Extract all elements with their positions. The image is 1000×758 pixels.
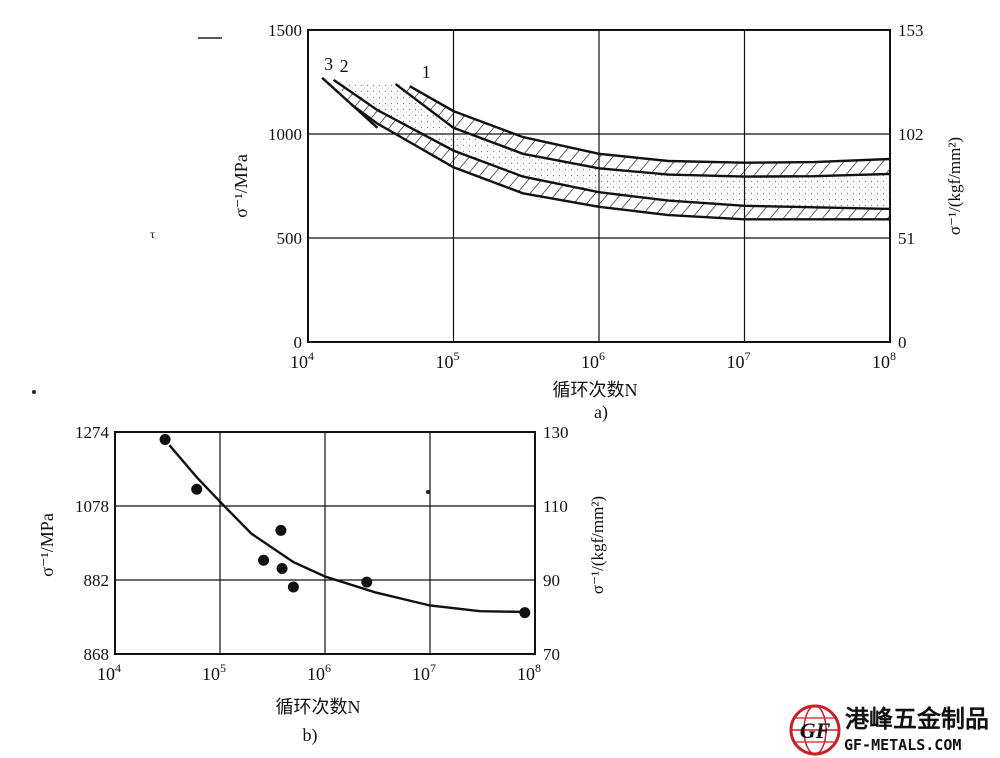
chart-b-data-point xyxy=(159,433,171,445)
gf-brand-name: 港峰五金制品 xyxy=(845,705,989,733)
chart-b-y-axis-label-right: σ⁻¹/(kgf/mm²) xyxy=(588,496,607,594)
chart-a-y-tick-label-right: 0 xyxy=(898,333,907,352)
chart-a-y-axis-label-right: σ⁻¹/(kgf/mm²) xyxy=(945,137,964,235)
chart-a-y-tick-label-right: 102 xyxy=(898,125,924,144)
chart-b-frame xyxy=(114,431,536,655)
chart-a-y-tick-label-right: 153 xyxy=(898,21,924,40)
chart-b-x-tick-label: 108 xyxy=(517,661,541,684)
gf-brand-url: GF-METALS.COM xyxy=(844,736,961,754)
chart-b-x-tick-label: 105 xyxy=(202,661,226,684)
chart-b-caption: b) xyxy=(303,725,318,746)
chart-a-curve-1-upper xyxy=(409,85,891,164)
chart-b-data-point xyxy=(258,554,270,566)
scan-mark-dot xyxy=(426,490,430,494)
chart-a-curve-2-lower xyxy=(351,103,890,221)
chart-b-data-point xyxy=(519,607,531,619)
chart-b-y-tick-label-left: 868 xyxy=(84,645,110,664)
chart-a-x-tick-label: 108 xyxy=(872,349,896,372)
chart-a-frame xyxy=(307,29,891,343)
chart-b-grid xyxy=(115,432,535,654)
chart-b-y-tick-label-left: 1274 xyxy=(75,423,110,442)
chart-b-fit-curve xyxy=(168,444,525,614)
chart-a-y-tick-label-left: 1500 xyxy=(268,21,302,40)
chart-a-curve-3 xyxy=(321,76,379,129)
chart-a-x-tick-label: 107 xyxy=(727,349,751,372)
chart-a-curves: 1 23 xyxy=(321,54,891,221)
chart-a-y-tick-label-right: 51 xyxy=(898,229,915,248)
chart-b-y-tick-label-right: 110 xyxy=(543,497,568,516)
chart-b-data-point xyxy=(276,563,288,575)
chart-a-y-axis-label-left: σ⁻¹/MPa xyxy=(231,154,251,218)
chart-a-y-tick-label-left: 0 xyxy=(294,333,303,352)
chart-b-y-axis-label-left: σ⁻¹/MPa xyxy=(37,513,57,577)
chart-b-tick-labels: 104 105 106 107 108 868 70 882 90 1078 110 1274 130 xyxy=(75,423,569,684)
chart-a-series-label-2: 2 xyxy=(340,56,349,76)
chart-a-band-2 xyxy=(333,79,891,220)
chart-b-x-axis-label: 循环次数N xyxy=(276,697,361,717)
chart-b-data-point xyxy=(361,576,373,588)
scan-mark-glyph: τ xyxy=(150,227,155,241)
chart-b-y-tick-label-left: 1078 xyxy=(75,497,109,516)
chart-b-y-tick-label-left: 882 xyxy=(84,571,110,590)
chart-b-data-point xyxy=(191,483,203,495)
chart-a-series-label-3: 3 xyxy=(324,54,333,74)
chart-a-x-tick-label: 104 xyxy=(290,349,314,372)
chart-a-y-tick-label-left: 1000 xyxy=(268,125,302,144)
chart-b-x-tick-label: 106 xyxy=(307,661,331,684)
chart-b-data-point xyxy=(287,581,299,593)
chart-a-band-1 xyxy=(395,84,890,177)
chart-a-curve-2-upper xyxy=(332,78,891,211)
chart-b-x-tick-label: 107 xyxy=(412,661,436,684)
gf-globe-logo: GF xyxy=(789,704,841,756)
chart-a-x-axis-label: 循环次数N xyxy=(553,380,638,400)
chart-b-y-tick-label-right: 90 xyxy=(543,571,560,590)
chart-a-y-tick-label-left: 500 xyxy=(277,229,303,248)
chart-b-y-tick-label-right: 130 xyxy=(543,423,569,442)
chart-a-series-label-1: 1 xyxy=(422,62,431,82)
scan-mark-dot xyxy=(32,390,36,394)
chart-b-y-tick-label-right: 70 xyxy=(543,645,560,664)
chart-b-x-tick-label: 104 xyxy=(97,661,121,684)
chart-b-data-point xyxy=(275,524,287,536)
chart-a-x-tick-label: 105 xyxy=(436,349,460,372)
chart-a-x-tick-label: 106 xyxy=(581,349,605,372)
chart-a-caption: a) xyxy=(594,402,608,423)
chart-a-curve-1-lower xyxy=(394,83,891,178)
chart-b-marks xyxy=(159,433,531,619)
gf-emblem-text: GF xyxy=(800,718,831,743)
gf-metals-watermark: GF 港峰五金制品 GF-METALS.COM xyxy=(789,704,989,756)
